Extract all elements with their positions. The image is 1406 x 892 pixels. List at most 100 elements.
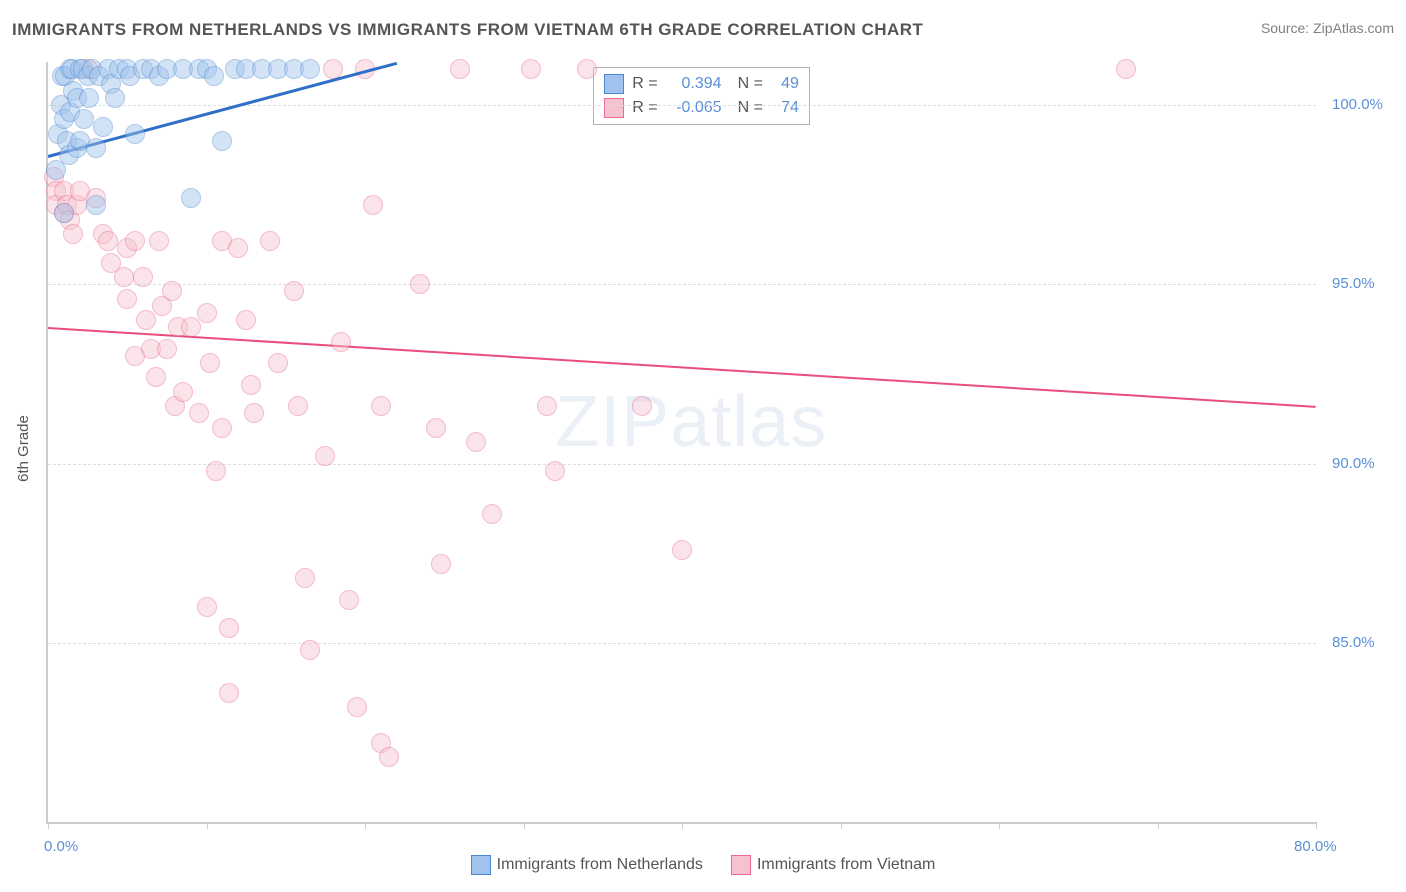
data-point-vietnam (466, 432, 486, 452)
data-point-vietnam (173, 382, 193, 402)
data-point-netherlands (125, 124, 145, 144)
data-point-netherlands (86, 138, 106, 158)
legend-item-vietnam: Immigrants from Vietnam (731, 855, 935, 875)
swatch-vietnam (604, 98, 624, 118)
data-point-vietnam (63, 224, 83, 244)
data-point-vietnam (236, 310, 256, 330)
r-value: -0.065 (666, 99, 722, 117)
n-label: N = (738, 75, 763, 93)
data-point-vietnam (379, 747, 399, 767)
data-point-vietnam (228, 238, 248, 258)
data-point-vietnam (268, 353, 288, 373)
data-point-netherlands (93, 117, 113, 137)
x-tick (207, 822, 208, 829)
watermark: ZIPatlas (555, 381, 827, 463)
x-tick (48, 822, 49, 829)
source-prefix: Source: (1261, 20, 1313, 36)
legend-label: Immigrants from Netherlands (497, 856, 703, 874)
data-point-netherlands (204, 66, 224, 86)
gridline (48, 284, 1316, 285)
data-point-vietnam (206, 461, 226, 481)
y-tick-label: 95.0% (1332, 275, 1375, 292)
watermark-bold: ZIP (555, 382, 670, 462)
data-point-netherlands (74, 109, 94, 129)
data-point-netherlands (54, 203, 74, 223)
r-value: 0.394 (666, 75, 722, 93)
data-point-vietnam (537, 396, 557, 416)
x-tick-label: 80.0% (1294, 838, 1337, 855)
data-point-vietnam (157, 339, 177, 359)
x-tick (524, 822, 525, 829)
data-point-vietnam (410, 274, 430, 294)
legend-item-netherlands: Immigrants from Netherlands (471, 855, 703, 875)
stats-row-netherlands: R = 0.394 N = 49 (604, 72, 799, 96)
data-point-vietnam (577, 59, 597, 79)
data-point-vietnam (339, 590, 359, 610)
data-point-vietnam (521, 59, 541, 79)
data-point-vietnam (219, 683, 239, 703)
stats-legend-box: R =0.394N =49R =-0.065N =74 (593, 67, 810, 125)
n-label: N = (738, 99, 763, 117)
y-tick-label: 90.0% (1332, 455, 1375, 472)
gridline (48, 464, 1316, 465)
x-tick (999, 822, 1000, 829)
chart-title: IMMIGRANTS FROM NETHERLANDS VS IMMIGRANT… (12, 20, 923, 39)
legend-label: Immigrants from Vietnam (757, 856, 935, 874)
data-point-netherlands (86, 195, 106, 215)
data-point-vietnam (632, 396, 652, 416)
data-point-vietnam (146, 367, 166, 387)
scatter-plot: ZIPatlas R =0.394N =49R =-0.065N =74 85.… (46, 62, 1316, 824)
x-tick-label: 0.0% (44, 838, 78, 855)
legend-swatch-netherlands (471, 855, 491, 875)
x-tick (365, 822, 366, 829)
data-point-vietnam (284, 281, 304, 301)
data-point-vietnam (181, 317, 201, 337)
data-point-vietnam (219, 618, 239, 638)
data-point-vietnam (300, 640, 320, 660)
data-point-netherlands (79, 88, 99, 108)
data-point-vietnam (347, 697, 367, 717)
x-tick (1316, 822, 1317, 829)
r-label: R = (632, 99, 657, 117)
data-point-netherlands (181, 188, 201, 208)
data-point-vietnam (288, 396, 308, 416)
source-label: Source: ZipAtlas.com (1261, 20, 1394, 36)
data-point-vietnam (98, 231, 118, 251)
data-point-vietnam (133, 267, 153, 287)
swatch-netherlands (604, 74, 624, 94)
data-point-vietnam (672, 540, 692, 560)
source-name: ZipAtlas.com (1313, 20, 1394, 36)
data-point-netherlands (105, 88, 125, 108)
y-axis-label: 6th Grade (15, 415, 32, 482)
data-point-vietnam (431, 554, 451, 574)
y-tick-label: 85.0% (1332, 634, 1375, 651)
data-point-vietnam (149, 231, 169, 251)
x-tick (841, 822, 842, 829)
data-point-vietnam (200, 353, 220, 373)
data-point-vietnam (241, 375, 261, 395)
data-point-vietnam (371, 396, 391, 416)
data-point-vietnam (244, 403, 264, 423)
data-point-vietnam (125, 231, 145, 251)
data-point-vietnam (197, 597, 217, 617)
r-label: R = (632, 75, 657, 93)
data-point-vietnam (295, 568, 315, 588)
gridline (48, 643, 1316, 644)
data-point-netherlands (212, 131, 232, 151)
stats-row-vietnam: R =-0.065N =74 (604, 96, 799, 120)
bottom-legend: Immigrants from Netherlands Immigrants fr… (0, 855, 1406, 880)
data-point-vietnam (162, 281, 182, 301)
data-point-vietnam (315, 446, 335, 466)
n-value: 49 (771, 75, 799, 93)
data-point-vietnam (363, 195, 383, 215)
x-tick (1158, 822, 1159, 829)
legend-swatch-vietnam (731, 855, 751, 875)
data-point-vietnam (331, 332, 351, 352)
data-point-vietnam (114, 267, 134, 287)
trend-line-vietnam (48, 327, 1316, 408)
data-point-netherlands (300, 59, 320, 79)
data-point-vietnam (260, 231, 280, 251)
data-point-vietnam (136, 310, 156, 330)
data-point-vietnam (212, 418, 232, 438)
x-tick (682, 822, 683, 829)
